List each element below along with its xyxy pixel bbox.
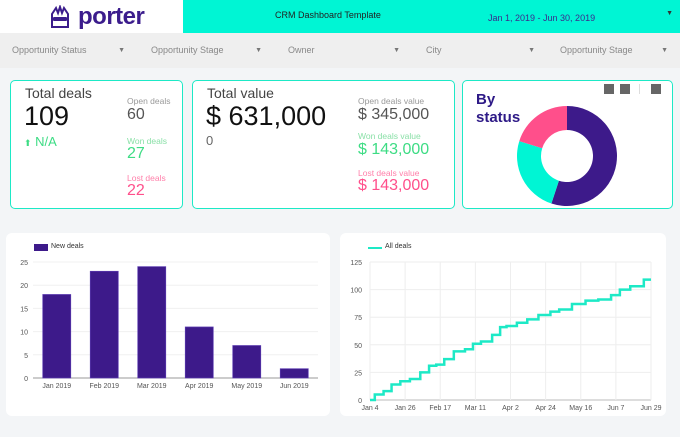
- filter-label: Opportunity Status: [12, 45, 87, 55]
- y-tick-label: 25: [20, 260, 28, 267]
- x-tick-label: Apr 2019: [185, 383, 214, 390]
- bar-jun-2019: [279, 368, 309, 379]
- won-value: $ 143,000: [358, 141, 430, 158]
- x-tick-label: Mar 2019: [137, 383, 167, 390]
- x-tick-label: Jun 2019: [280, 383, 309, 390]
- x-tick-label: Feb 2019: [89, 383, 119, 390]
- won-deals-value: 27: [127, 145, 145, 162]
- logo-text: porter: [78, 3, 145, 30]
- x-tick-label: Jun 29: [640, 405, 661, 412]
- legend-swatch: [368, 247, 382, 249]
- y-tick-label: 50: [354, 343, 362, 350]
- won-deals-label: Won deals: [127, 136, 168, 146]
- toolbar-icon[interactable]: [604, 84, 614, 94]
- chevron-down-icon: ▼: [255, 47, 262, 54]
- total-value-value: $ 631,000: [206, 101, 327, 131]
- filter-bar: Opportunity Status ▼ Opportunity Stage ▼ O…: [0, 33, 680, 68]
- change-value: N/A: [35, 134, 57, 149]
- filter-opportunity-status[interactable]: Opportunity Status ▼: [12, 33, 127, 68]
- porter-cat-logo-icon: [51, 5, 69, 28]
- all-deals-panel: All deals: [340, 233, 666, 416]
- by-status-card: By status: [462, 80, 673, 209]
- x-tick-label: Apr 2: [502, 405, 519, 412]
- x-tick-label: Apr 24: [535, 405, 556, 412]
- all-deals-line: [370, 278, 651, 402]
- x-tick-label: May 2019: [231, 383, 262, 390]
- open-deals-value: 60: [127, 106, 145, 123]
- bar-apr-2019: [184, 326, 214, 379]
- lost-value-label: Lost deals value: [358, 168, 420, 178]
- y-tick-label: 25: [354, 370, 362, 377]
- x-tick-label: Jan 2019: [42, 383, 71, 390]
- chevron-down-icon: ▼: [118, 47, 125, 54]
- date-range-picker[interactable]: Jan 1, 2019 - Jun 30, 2019 ▼: [488, 8, 673, 26]
- donut-slice-open: [551, 106, 617, 206]
- legend-label: All deals: [385, 243, 412, 250]
- lost-deals-label: Lost deals: [127, 173, 166, 183]
- card-title: Total value: [207, 85, 274, 101]
- header-bar: CRM Dashboard Template Jan 1, 2019 - Jun…: [183, 0, 680, 33]
- arrow-up-icon: ⬆: [24, 138, 32, 148]
- chart-title: By status: [476, 91, 521, 126]
- chevron-down-icon: ▼: [528, 47, 535, 54]
- total-deals-card: Total deals 109 ⬆ N/A Open deals 60 Won …: [10, 80, 183, 209]
- filter-opportunity-stage[interactable]: Opportunity Stage ▼: [151, 33, 264, 68]
- toolbar-icon[interactable]: [651, 84, 661, 94]
- dashboard-title: CRM Dashboard Template: [275, 10, 381, 20]
- x-tick-label: May 16: [569, 405, 592, 412]
- lost-deals-value: 22: [127, 182, 145, 199]
- date-range-value: Jan 1, 2019 - Jun 30, 2019: [488, 13, 596, 23]
- x-tick-label: Mar 11: [465, 405, 486, 412]
- y-tick-label: 0: [358, 398, 362, 405]
- y-tick-label: 10: [20, 330, 28, 337]
- donut-slice-lost: [519, 106, 567, 149]
- filter-opportunity-stage-2[interactable]: Opportunity Stage ▼: [560, 33, 670, 68]
- legend-swatch: [34, 244, 48, 251]
- change-indicator: ⬆ N/A: [24, 134, 57, 149]
- chevron-down-icon: ▼: [661, 47, 668, 54]
- open-deals-label: Open deals: [127, 96, 171, 106]
- donut-slice-won: [517, 141, 559, 204]
- logo-area: porter: [0, 0, 183, 33]
- card-title: Total deals: [25, 85, 92, 101]
- toolbar-divider: [639, 84, 640, 94]
- toolbar-icon[interactable]: [620, 84, 630, 94]
- bar-may-2019: [232, 345, 262, 379]
- bar-jan-2019: [42, 294, 72, 379]
- bar-feb-2019: [89, 270, 119, 379]
- total-value-sub: 0: [206, 133, 214, 148]
- y-tick-label: 100: [350, 288, 362, 295]
- bar-mar-2019: [137, 266, 167, 379]
- x-tick-label: Feb 17: [429, 405, 451, 412]
- y-tick-label: 125: [350, 260, 362, 267]
- status-donut-chart: [517, 106, 617, 206]
- y-tick-label: 75: [354, 315, 362, 322]
- x-tick-label: Jan 26: [395, 405, 416, 412]
- y-tick-label: 5: [24, 353, 28, 360]
- chevron-down-icon: ▼: [666, 10, 673, 17]
- x-tick-label: Jan 4: [361, 405, 378, 412]
- y-tick-label: 20: [20, 283, 28, 290]
- filter-label: Opportunity Stage: [151, 45, 224, 55]
- lost-value: $ 143,000: [358, 177, 430, 194]
- legend-label: New deals: [51, 243, 84, 250]
- y-tick-label: 15: [20, 306, 28, 313]
- x-tick-label: Jun 7: [607, 405, 624, 412]
- filter-label: City: [426, 45, 442, 55]
- filter-city[interactable]: City ▼: [426, 33, 537, 68]
- total-value-card: Total value $ 631,000 0 Open deals value…: [192, 80, 455, 209]
- won-value-label: Won deals value: [358, 131, 421, 141]
- y-tick-label: 0: [24, 376, 28, 383]
- filter-label: Opportunity Stage: [560, 45, 633, 55]
- chevron-down-icon: ▼: [393, 47, 400, 54]
- open-value: $ 345,000: [358, 106, 430, 123]
- total-deals-value: 109: [24, 101, 70, 131]
- open-value-label: Open deals value: [358, 96, 425, 106]
- filter-owner[interactable]: Owner ▼: [288, 33, 402, 68]
- filter-label: Owner: [288, 45, 315, 55]
